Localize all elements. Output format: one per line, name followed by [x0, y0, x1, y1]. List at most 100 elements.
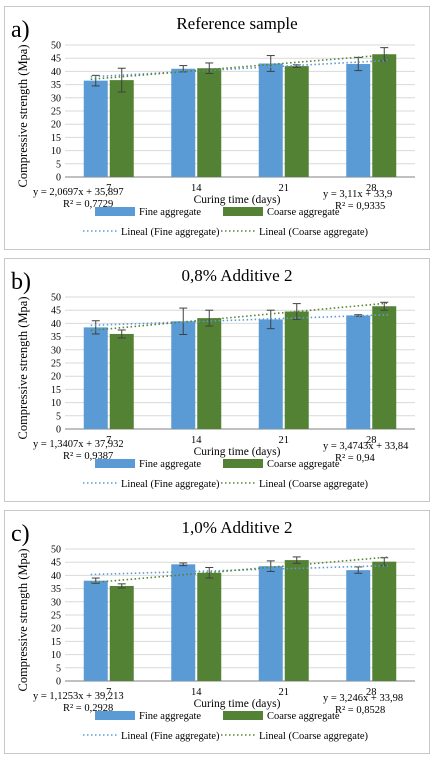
y-tick-label: 50 [51, 41, 61, 52]
y-tick-label: 25 [51, 611, 61, 622]
x-axis-title: Curing time (days) [194, 698, 281, 710]
chart-title: Reference sample [176, 14, 297, 33]
y-tick-label: 50 [51, 293, 61, 304]
trend-equation-coarse: y = 3,246x + 33,98 [323, 693, 403, 704]
trendline-fine [90, 313, 390, 327]
legend-swatch-fine [95, 207, 135, 216]
y-tick-label: 15 [51, 385, 61, 396]
y-tick-label: 45 [51, 54, 61, 65]
y-tick-label: 20 [51, 624, 61, 635]
trend-equation-fine: y = 1,3407x + 37,932 [33, 439, 124, 450]
legend-swatch-fine [95, 711, 135, 720]
trend-equation-coarse: y = 3,4743x + 33,84 [323, 441, 409, 452]
legend-label-fine: Fine aggregate [139, 459, 201, 470]
trend-equation-fine: y = 2,0697x + 35,897 [33, 187, 124, 198]
bar-fine [346, 570, 371, 681]
chart-panel-a: a) Reference sample 0 5 10 15 20 25 30 35 40 45 50 Co… [4, 6, 430, 250]
x-tick-label: 21 [279, 183, 290, 194]
bar-fine [171, 321, 196, 429]
bar-coarse [372, 306, 397, 429]
y-tick-label: 40 [51, 67, 61, 78]
trendline-coarse [90, 302, 390, 332]
y-tick-label: 10 [51, 146, 61, 157]
legend-label-coarse: Coarse aggregate [267, 459, 340, 470]
x-axis-title: Curing time (days) [194, 194, 281, 206]
trend-equation-coarse: y = 3,11x + 33,9 [323, 189, 392, 200]
legend-label-trend-fine: Lineal (Fine aggregate) [121, 227, 220, 238]
bar-fine [346, 315, 371, 429]
trend-r2-coarse: R² = 0,9335 [335, 201, 385, 212]
y-tick-label: 0 [56, 677, 61, 688]
y-tick-label: 30 [51, 93, 61, 104]
panel-label: a) [11, 17, 30, 43]
legend-label-coarse: Coarse aggregate [267, 711, 340, 722]
chart-svg-a: a) Reference sample 0 5 10 15 20 25 30 35 40 45 50 Co… [11, 14, 415, 238]
panel-label: b) [11, 269, 31, 295]
bar-coarse [109, 585, 134, 681]
y-tick-label: 0 [56, 173, 61, 184]
legend-label-trend-coarse: Lineal (Coarse aggregate) [259, 227, 369, 238]
x-tick-label: 14 [191, 687, 202, 698]
bar-fine [171, 68, 196, 177]
x-axis-title: Curing time (days) [194, 446, 281, 458]
legend-swatch-coarse [223, 207, 263, 216]
legend-label-coarse: Coarse aggregate [267, 207, 340, 218]
legend-label-fine: Fine aggregate [139, 207, 201, 218]
bar-coarse [109, 80, 134, 177]
y-tick-label: 35 [51, 584, 61, 595]
bar-fine [83, 327, 108, 429]
y-tick-label: 45 [51, 558, 61, 569]
y-tick-label: 15 [51, 133, 61, 144]
bar-fine [171, 564, 196, 681]
bar-coarse [197, 318, 222, 429]
trend-equation-fine: y = 1,1253x + 39,213 [33, 691, 124, 702]
x-tick-label: 14 [191, 435, 202, 446]
chart-svg-b: b) 0,8% Additive 2 0 5 10 15 20 25 30 35 40 45 50 Com… [11, 266, 415, 490]
bar-coarse [197, 572, 222, 681]
y-tick-label: 25 [51, 107, 61, 118]
bar-fine [258, 319, 283, 429]
x-tick-label: 28 [366, 687, 377, 698]
x-tick-label: 21 [279, 687, 290, 698]
y-tick-label: 35 [51, 80, 61, 91]
y-tick-label: 50 [51, 545, 61, 556]
legend-swatch-fine [95, 459, 135, 468]
y-tick-label: 15 [51, 637, 61, 648]
y-tick-label: 0 [56, 425, 61, 436]
bar-coarse [284, 560, 309, 681]
bar-coarse [197, 68, 222, 177]
y-axis-title: Compressive strength (Mpa) [16, 296, 30, 439]
bar-fine [83, 580, 108, 681]
y-tick-label: 5 [56, 159, 61, 170]
legend-label-trend-fine: Lineal (Fine aggregate) [121, 731, 220, 742]
bar-fine [258, 63, 283, 178]
x-tick-label: 7 [106, 687, 111, 698]
y-tick-label: 45 [51, 306, 61, 317]
chart-title: 0,8% Additive 2 [182, 266, 293, 285]
y-tick-label: 40 [51, 571, 61, 582]
y-tick-label: 20 [51, 372, 61, 383]
x-tick-label: 14 [191, 183, 202, 194]
x-tick-label: 28 [366, 183, 377, 194]
trend-r2-coarse: R² = 0,8528 [335, 705, 385, 716]
legend-label-trend-coarse: Lineal (Coarse aggregate) [259, 479, 369, 490]
bar-fine [346, 64, 371, 177]
y-tick-label: 10 [51, 398, 61, 409]
x-tick-label: 21 [279, 435, 290, 446]
legend-label-fine: Fine aggregate [139, 711, 201, 722]
y-tick-label: 20 [51, 120, 61, 131]
y-axis-title: Compressive strength (Mpa) [16, 44, 30, 187]
y-tick-label: 10 [51, 650, 61, 661]
legend-label-trend-fine: Lineal (Fine aggregate) [121, 479, 220, 490]
x-tick-label: 7 [106, 183, 111, 194]
y-tick-label: 30 [51, 597, 61, 608]
trend-r2-fine: R² = 0,9387 [63, 451, 113, 462]
y-tick-label: 30 [51, 345, 61, 356]
x-tick-label: 7 [106, 435, 111, 446]
bar-coarse [109, 333, 134, 429]
y-tick-label: 35 [51, 332, 61, 343]
y-axis-title: Compressive strength (Mpa) [16, 548, 30, 691]
chart-panel-c: c) 1,0% Additive 2 0 5 10 15 20 25 30 35 40 45 50 Com… [4, 510, 430, 754]
trend-r2-fine: R² = 0,7729 [63, 199, 113, 210]
x-tick-label: 28 [366, 435, 377, 446]
